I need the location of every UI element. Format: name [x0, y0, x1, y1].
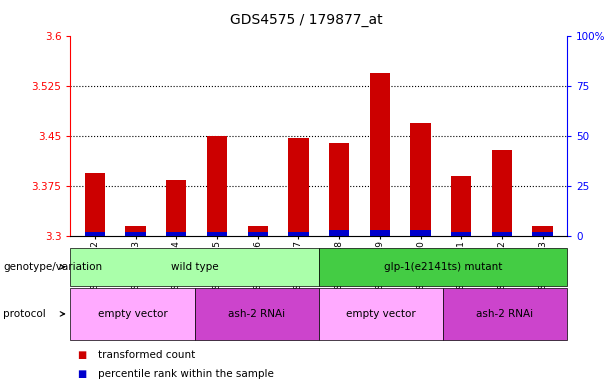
Bar [451, 176, 471, 236]
Bar [166, 232, 186, 236]
Bar [288, 232, 308, 236]
Bar [329, 230, 349, 236]
Bar [319, 288, 443, 340]
Bar [207, 136, 227, 236]
Text: GDS4575 / 179877_at: GDS4575 / 179877_at [230, 13, 383, 27]
Text: ■: ■ [77, 350, 86, 360]
Bar [248, 232, 268, 236]
Bar [126, 232, 146, 236]
Text: empty vector: empty vector [97, 309, 167, 319]
Text: ash-2 RNAi: ash-2 RNAi [228, 309, 285, 319]
Bar [166, 180, 186, 236]
Bar [195, 288, 319, 340]
Bar [319, 248, 567, 286]
Text: ■: ■ [77, 369, 86, 379]
Bar [370, 230, 390, 236]
Bar [533, 232, 553, 236]
Bar [85, 232, 105, 236]
Bar [126, 226, 146, 236]
Bar [207, 232, 227, 236]
Text: protocol: protocol [3, 309, 46, 319]
Bar [451, 232, 471, 236]
Bar [370, 73, 390, 236]
Bar [248, 226, 268, 236]
Text: glp-1(e2141ts) mutant: glp-1(e2141ts) mutant [384, 262, 502, 272]
Text: wild type: wild type [171, 262, 218, 272]
Bar [410, 123, 431, 236]
Text: empty vector: empty vector [346, 309, 416, 319]
Bar [70, 288, 195, 340]
Bar [492, 150, 512, 236]
Text: ash-2 RNAi: ash-2 RNAi [476, 309, 533, 319]
Bar [492, 232, 512, 236]
Text: genotype/variation: genotype/variation [3, 262, 102, 272]
Bar [410, 230, 431, 236]
Bar [443, 288, 567, 340]
Bar [329, 143, 349, 236]
Bar [70, 248, 319, 286]
Bar [533, 226, 553, 236]
Text: percentile rank within the sample: percentile rank within the sample [98, 369, 274, 379]
Bar [85, 173, 105, 236]
Bar [288, 137, 308, 236]
Text: transformed count: transformed count [98, 350, 196, 360]
